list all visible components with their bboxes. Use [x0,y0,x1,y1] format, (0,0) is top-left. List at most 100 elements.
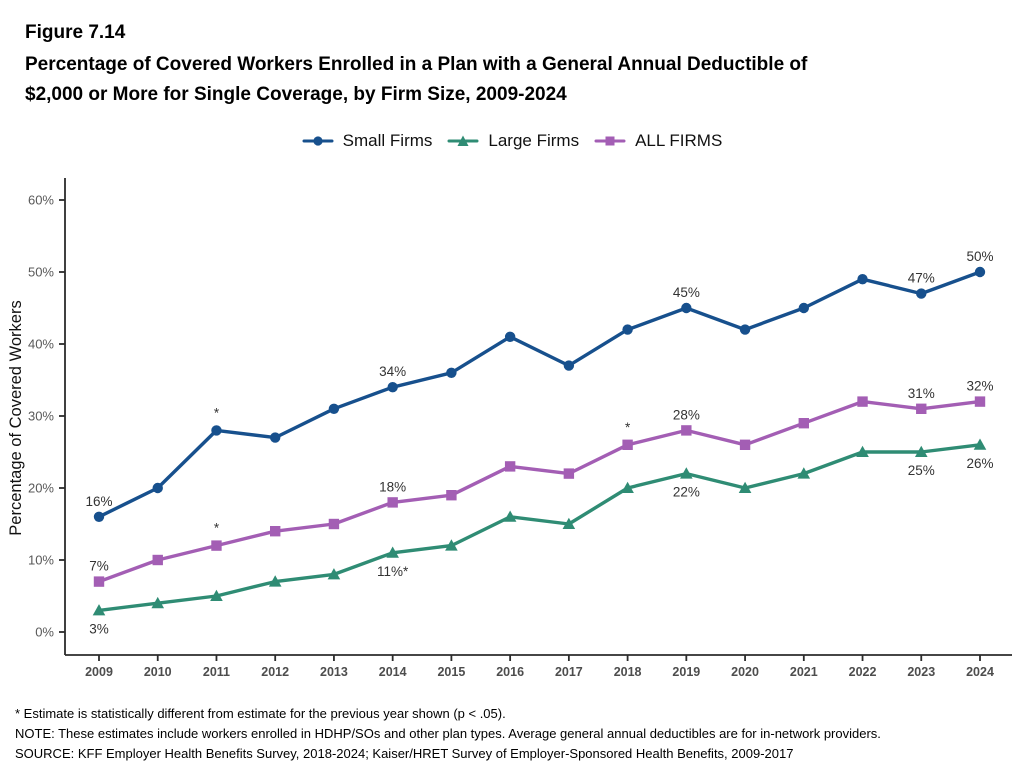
point-label-large-firms-2024: 26% [966,456,993,471]
data-point-all-firms-2020 [739,439,751,450]
data-point-all-firms-2011 [211,540,222,551]
x-tick-label: 2020 [731,665,759,679]
series-line-all-firms [97,399,982,584]
figure-title-line-1: Percentage of Covered Workers Enrolled i… [25,54,808,75]
chart-note: NOTE: These estimates include workers en… [15,726,881,741]
data-point-all-firms-2019 [681,425,692,436]
y-tick-label: 30% [28,409,54,424]
series-line-large-firms [97,443,982,613]
figure-title-line-2: $2,000 or More for Single Coverage, by F… [25,84,567,105]
point-label-small-firms-2009: 16% [85,494,112,509]
figure-number: Figure 7.14 [25,22,126,43]
x-tick-label: 2011 [203,665,230,679]
y-tick-label: 20% [28,481,54,496]
series-all-firms: 7% 18% 28% 31% 32% * * [89,379,994,587]
point-label-small-firms-2014: 34% [379,364,406,379]
point-label-large-firms-2019: 22% [673,485,700,500]
significance-asterisk-all-firms-2011: * [214,521,220,536]
data-point-all-firms-2023 [916,403,927,414]
data-point-large-firms-2017 [562,517,576,529]
data-point-all-firms-2010 [152,554,163,566]
legend-label-large-firms: Large Firms [488,131,580,150]
x-tick-label: 2010 [144,665,172,679]
y-tick-label: 50% [28,265,54,280]
x-tick-label: 2013 [320,665,348,679]
x-tick-label: 2009 [85,665,113,679]
legend-label-small-firms: Small Firms [342,131,433,150]
data-point-all-firms-2009 [93,576,105,587]
x-tick-label: 2019 [672,665,700,679]
point-label-all-firms-2014: 18% [379,479,406,494]
legend-marker-small-firms-icon [302,136,334,146]
data-point-large-firms-2012 [268,575,282,587]
data-point-large-firms-2024 [973,438,987,450]
chart-legend: Small Firms Large Firms ALL FIRMS [0,131,1024,151]
data-point-small-firms-2014 [387,382,398,393]
data-point-small-firms-2021 [798,302,809,314]
legend-triangle-icon [457,135,469,146]
point-label-large-firms-2014: 11%* [377,564,409,579]
x-tick-label: 2021 [790,665,818,679]
data-point-small-firms-2012 [270,432,281,443]
data-point-large-firms-2022 [856,445,869,457]
legend-label-all-firms: ALL FIRMS [635,131,723,150]
data-point-large-firms-2015 [445,539,458,551]
data-point-small-firms-2018 [622,324,633,335]
data-point-small-firms-2024 [974,266,986,278]
x-tick-label: 2012 [261,665,289,679]
line-chart: 0% 10% 20% 30% 40% 50% 60% 2009 2010 2011 2012 2013… [7,178,1012,679]
data-point-all-firms-2013 [328,518,340,530]
data-point-small-firms-2016 [504,331,516,342]
point-label-all-firms-2024: 32% [966,379,993,394]
data-point-large-firms-2021 [797,467,811,479]
data-point-small-firms-2015 [446,367,457,378]
y-tick-label: 60% [28,193,54,208]
series-large-firms: 3% 11%* 22% 25% 26% [89,438,994,636]
data-point-all-firms-2024 [974,396,986,407]
data-point-small-firms-2017 [563,360,575,371]
data-point-large-firms-2011 [210,589,223,601]
legend-marker-large-firms-icon [447,135,479,146]
data-point-small-firms-2023 [916,288,927,299]
data-point-all-firms-2015 [446,490,457,501]
x-tick-label: 2016 [496,665,524,679]
point-label-small-firms-2023: 47% [908,271,935,286]
x-tick-label: 2015 [437,665,465,679]
x-tick-label: 2014 [379,665,407,679]
point-label-small-firms-2024: 50% [966,249,993,264]
chart-source: SOURCE: KFF Employer Health Benefits Sur… [15,746,794,761]
significance-asterisk-all-firms-2018: * [625,420,631,435]
legend-item-all-firms: ALL FIRMS [594,131,722,151]
x-tick-label: 2022 [849,665,877,679]
y-axis-title: Percentage of Covered Workers [7,300,25,535]
legend-circle-icon [313,136,323,146]
data-point-large-firms-2010 [151,596,165,609]
y-tick-label: 0% [35,625,54,640]
point-label-all-firms-2009: 7% [89,559,109,574]
data-point-large-firms-2023 [914,445,928,457]
data-point-large-firms-2020 [738,481,752,493]
figure-header: Figure 7.14 Percentage of Covered Worker… [25,20,807,110]
data-point-large-firms-2018 [621,481,634,493]
significance-asterisk-small-firms-2011: * [214,405,220,420]
data-point-small-firms-2022 [857,274,868,285]
data-point-large-firms-2013 [327,568,341,580]
data-point-small-firms-2009 [93,511,105,522]
data-point-all-firms-2016 [504,461,516,472]
data-point-small-firms-2019 [681,302,692,314]
data-point-small-firms-2010 [152,482,163,494]
data-point-all-firms-2017 [563,468,575,479]
data-point-large-firms-2016 [503,510,517,522]
data-point-large-firms-2014 [386,546,399,558]
x-tick-label: 2023 [907,665,935,679]
point-label-small-firms-2019: 45% [673,285,700,300]
x-tick-label: 2017 [555,665,583,679]
series-line-small-firms [97,270,982,519]
x-tick-label: 2024 [966,665,994,679]
data-point-all-firms-2021 [798,418,809,429]
data-point-small-firms-2011 [211,425,222,436]
legend-square-icon [605,136,615,146]
point-label-all-firms-2023: 31% [908,386,935,401]
data-point-all-firms-2012 [270,526,281,537]
